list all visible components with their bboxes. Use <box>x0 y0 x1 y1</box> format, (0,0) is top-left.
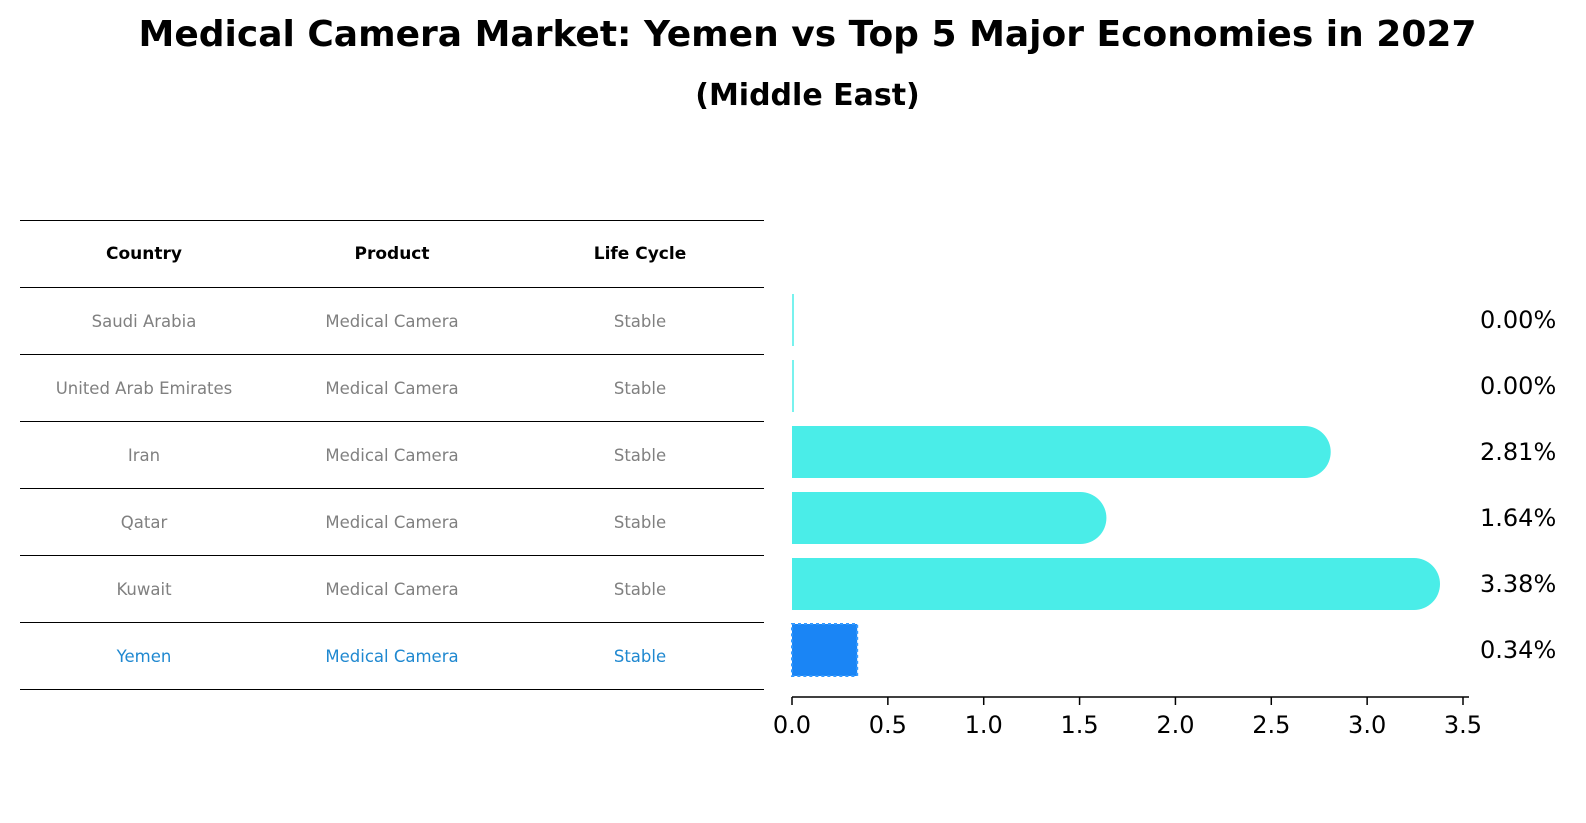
bar-qatar <box>792 492 1107 544</box>
x-tick-label: 1.0 <box>965 711 1003 739</box>
life-cycle-cell: Stable <box>613 512 667 532</box>
table-row: Qatar Medical Camera Stable <box>20 489 764 556</box>
life-cycle-cell: Stable <box>613 445 667 465</box>
product-cell: Medical Camera <box>325 311 459 331</box>
x-tick-label: 2.5 <box>1252 711 1290 739</box>
life-cycle-cell: Stable <box>613 311 667 331</box>
life-cycle-cell: Stable <box>613 378 667 398</box>
x-tick-label: 1.5 <box>1060 711 1098 739</box>
product-cell: Medical Camera <box>325 579 459 599</box>
product-cell: Medical Camera <box>325 646 459 666</box>
country-cell: United Arab Emirates <box>55 378 233 398</box>
table-row: Kuwait Medical Camera Stable <box>20 556 764 623</box>
life-cycle-cell: Stable <box>613 579 667 599</box>
product-cell: Medical Camera <box>325 512 459 532</box>
product-cell: Medical Camera <box>325 445 459 465</box>
product-cell: Medical Camera <box>325 378 459 398</box>
value-label: 1.64% <box>1480 504 1556 532</box>
value-label: 2.81% <box>1480 438 1556 466</box>
bar-kuwait <box>792 558 1440 610</box>
header-product: Product <box>354 244 430 264</box>
value-label: 0.00% <box>1480 372 1556 400</box>
bar-yemen <box>791 623 859 677</box>
table-row: Iran Medical Camera Stable <box>20 422 764 489</box>
country-cell: Saudi Arabia <box>91 311 197 331</box>
x-tick-label: 3.0 <box>1348 711 1386 739</box>
table-row: Saudi Arabia Medical Camera Stable <box>20 288 764 355</box>
x-tick-label: 0.0 <box>773 711 811 739</box>
x-tick-label: 3.5 <box>1444 711 1482 739</box>
header-life-cycle: Life Cycle <box>593 244 687 264</box>
table-row-highlight: Yemen Medical Camera Stable <box>20 623 764 690</box>
country-cell: Kuwait <box>116 579 172 599</box>
data-table: Country Product Life Cycle Saudi Arabia … <box>20 220 764 690</box>
table-header-row: Country Product Life Cycle <box>20 220 764 288</box>
chart-title: Medical Camera Market: Yemen vs Top 5 Ma… <box>138 14 1477 55</box>
x-tick-label: 0.5 <box>869 711 907 739</box>
chart-subtitle: (Middle East) <box>695 78 920 113</box>
country-cell: Yemen <box>116 646 172 666</box>
table-row: United Arab Emirates Medical Camera Stab… <box>20 355 764 422</box>
header-country: Country <box>106 244 182 264</box>
x-tick-label: 2.0 <box>1156 711 1194 739</box>
value-label: 3.38% <box>1480 570 1556 598</box>
country-cell: Iran <box>127 445 161 465</box>
value-label: 0.34% <box>1480 636 1556 664</box>
bar-iran <box>792 426 1331 478</box>
life-cycle-cell: Stable <box>613 646 667 666</box>
country-cell: Qatar <box>120 512 168 532</box>
value-label: 0.00% <box>1480 306 1556 334</box>
